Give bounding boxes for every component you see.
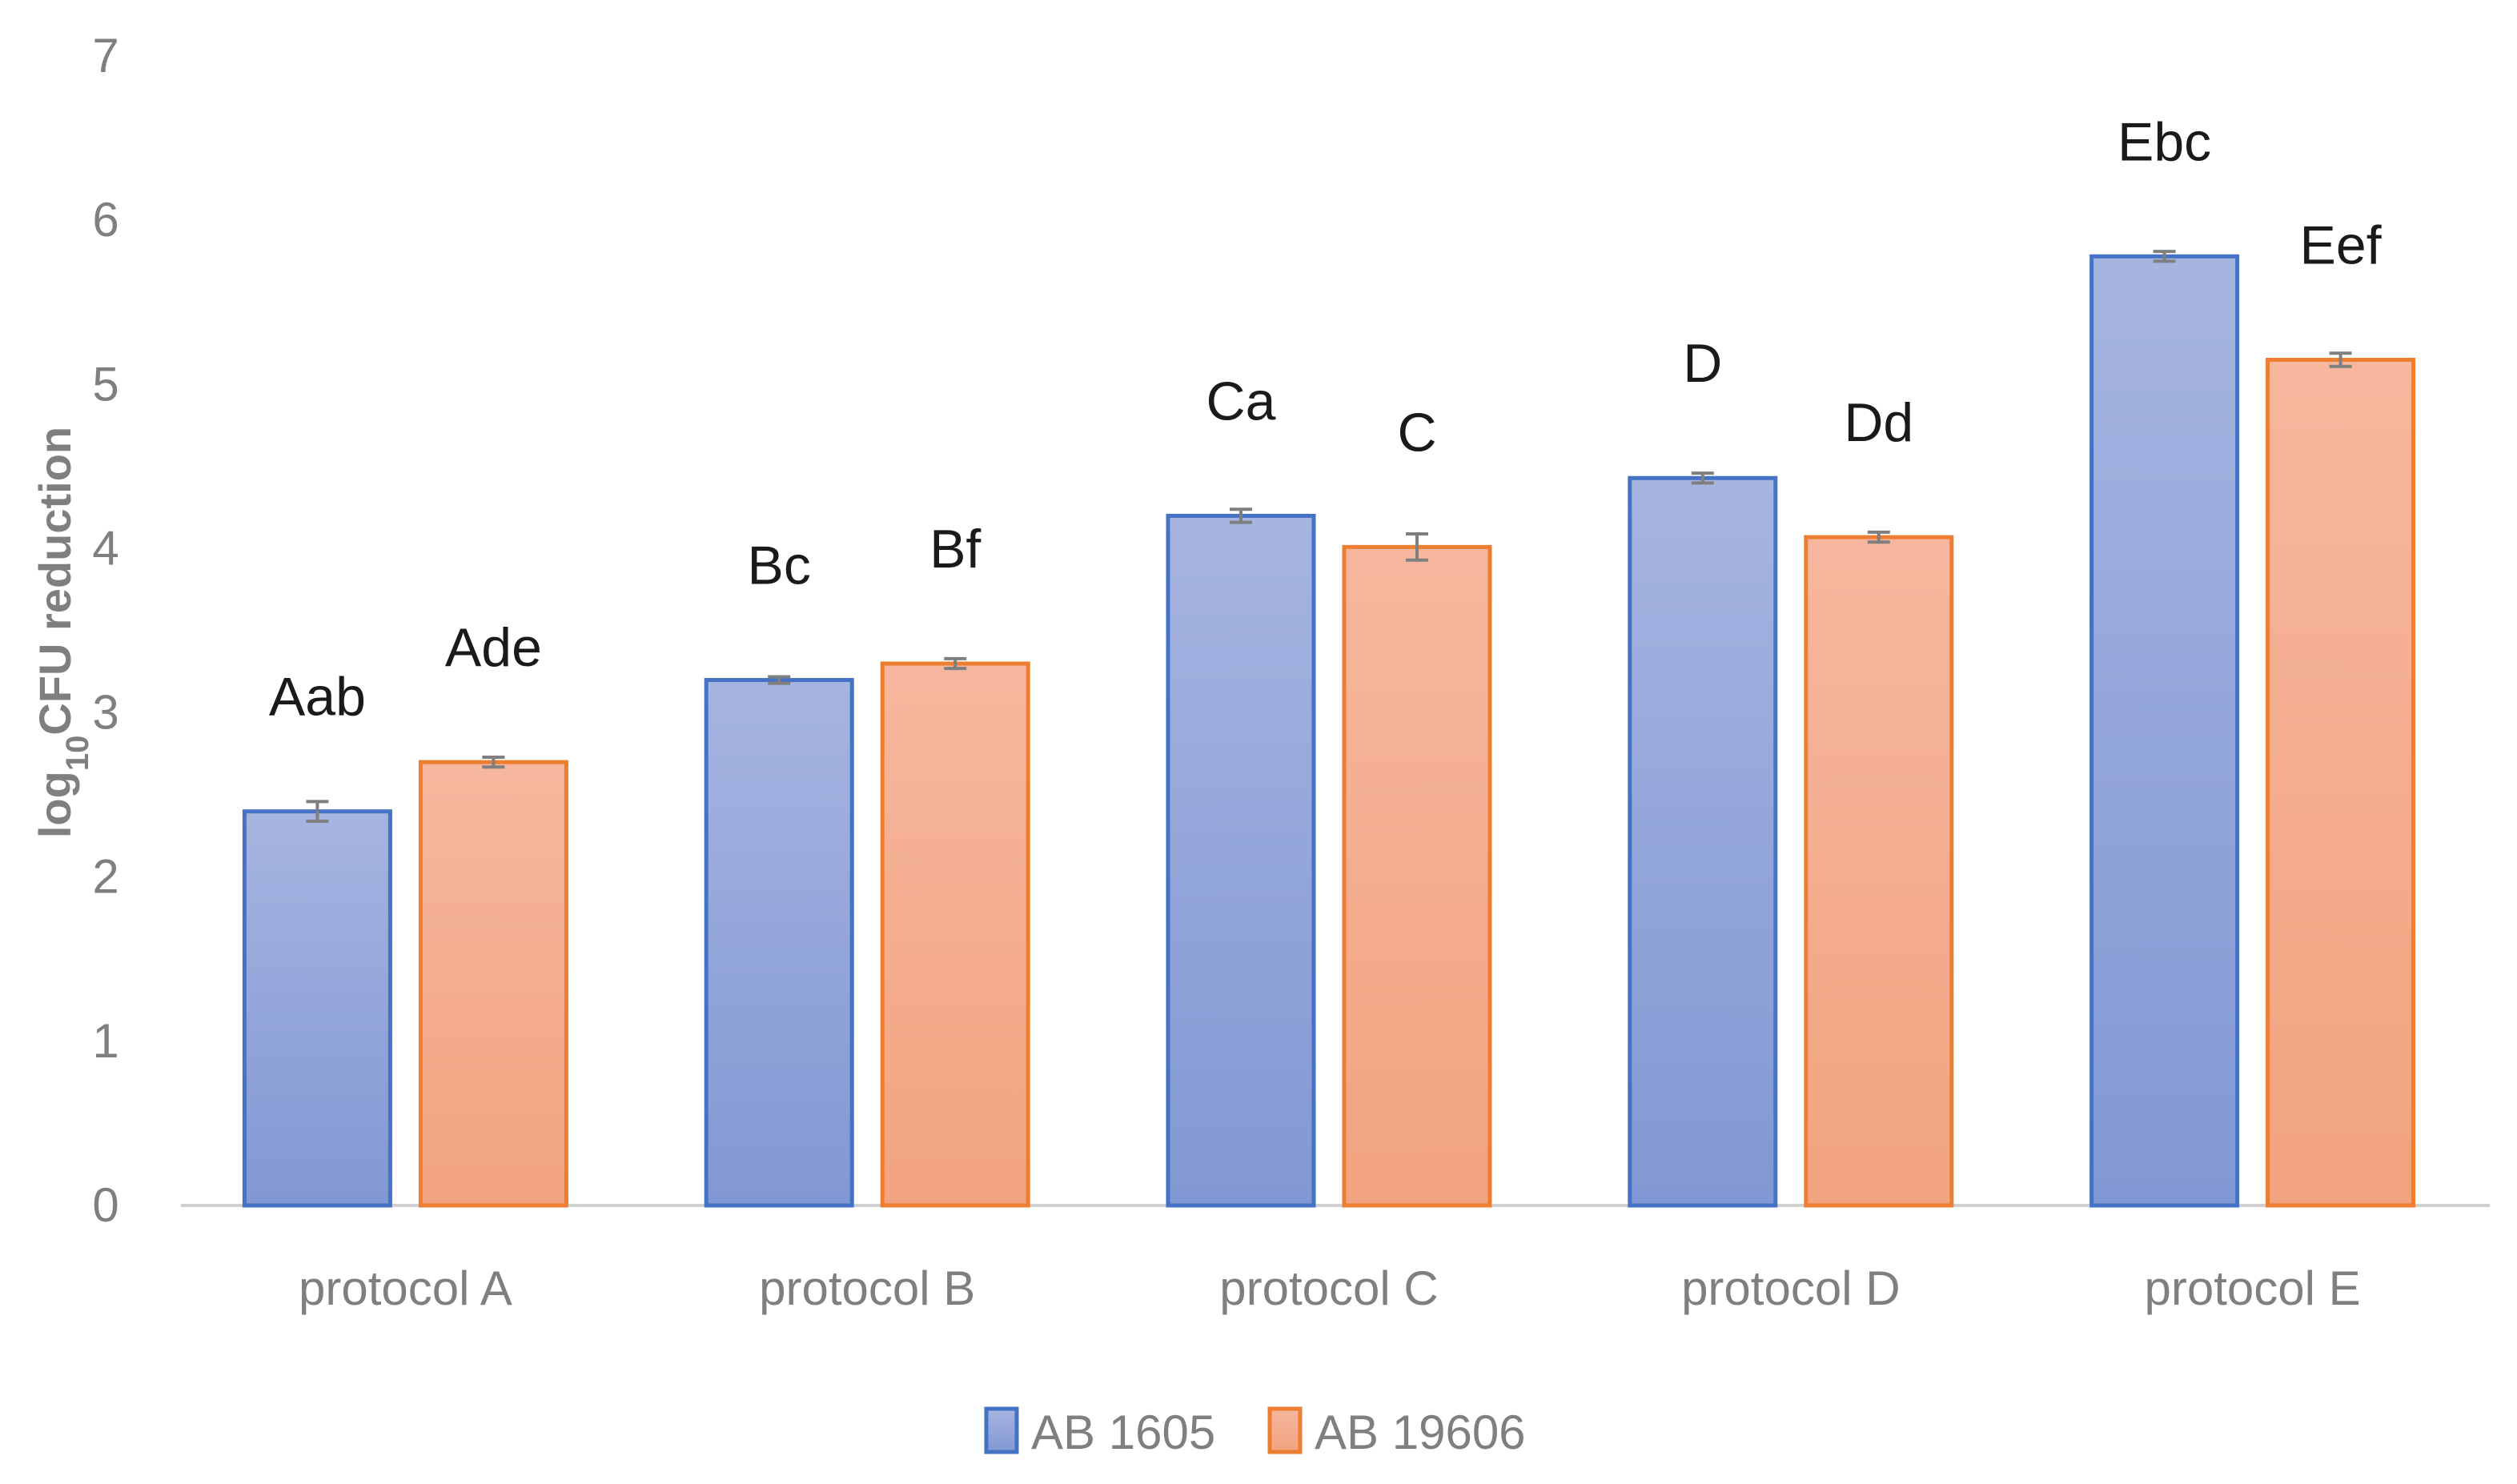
legend-swatch-ab-1605 [984, 1406, 1019, 1454]
x-tick-label-protocol-a: protocol A [299, 1261, 512, 1315]
y-tick-label-4: 4 [92, 521, 118, 575]
data-labels: Aab Ade Bc Bf Ca C D Dd Ebc Eef [269, 111, 2382, 727]
bar-ab-19606-protocol-c [1342, 544, 1492, 1208]
legend-swatch-ab-19606 [1267, 1406, 1303, 1454]
y-tick-label-5: 5 [92, 357, 118, 411]
y-tick-label-6: 6 [92, 193, 118, 247]
bar-ab-1605-protocol-b [704, 678, 854, 1208]
legend-label-ab-19606: AB 19606 [1315, 1406, 1526, 1459]
y-tick-label-7: 7 [92, 29, 118, 82]
data-label-ab-1605-protocol-b: Bc [748, 535, 811, 596]
bar-ab-19606-protocol-a [418, 760, 568, 1208]
data-label-ab-1605-protocol-d: D [1683, 333, 1722, 394]
bar-ab-19606-protocol-d [1804, 535, 1954, 1208]
legend-label-ab-1605: AB 1605 [1031, 1406, 1215, 1459]
bar-ab-1605-protocol-c [1166, 513, 1316, 1208]
legend: AB 1605 AB 19606 [984, 1406, 1526, 1459]
y-tick-label-3: 3 [92, 686, 118, 740]
x-tick-label-protocol-b: protocol B [759, 1261, 975, 1315]
data-label-ab-1605-protocol-a: Aab [269, 667, 366, 728]
x-tick-label-protocol-e: protocol E [2145, 1261, 2361, 1315]
y-tick-label-1: 1 [92, 1014, 118, 1068]
y-tick-label-0: 0 [92, 1178, 118, 1232]
data-label-ab-1605-protocol-e: Ebc [2118, 111, 2211, 172]
x-tick-label-protocol-d: protocol D [1681, 1261, 1900, 1315]
axes: 0 1 2 3 4 5 6 7 log10CFU reduction protocol A prot… [30, 29, 2490, 1315]
bar-ab-1605-protocol-d [1628, 475, 1778, 1208]
data-label-ab-19606-protocol-d: Dd [1844, 392, 1913, 453]
data-label-ab-19606-protocol-a: Ade [445, 617, 542, 678]
data-label-ab-1605-protocol-c: Ca [1206, 371, 1276, 431]
bar-ab-19606-protocol-e [2266, 358, 2416, 1208]
bar-ab-19606-protocol-b [880, 661, 1030, 1208]
bar-ab-1605-protocol-e [2089, 254, 2240, 1208]
y-axis-title: log10CFU reduction [30, 427, 95, 838]
data-label-ab-19606-protocol-c: C [1397, 402, 1436, 463]
x-tick-label-protocol-c: protocol C [1219, 1261, 1438, 1315]
bars [242, 250, 2416, 1208]
data-label-ab-19606-protocol-b: Bf [929, 519, 981, 580]
data-label-ab-19606-protocol-e: Eef [2300, 215, 2382, 276]
y-tick-label-2: 2 [92, 850, 118, 904]
bar-ab-1605-protocol-a [242, 809, 392, 1208]
